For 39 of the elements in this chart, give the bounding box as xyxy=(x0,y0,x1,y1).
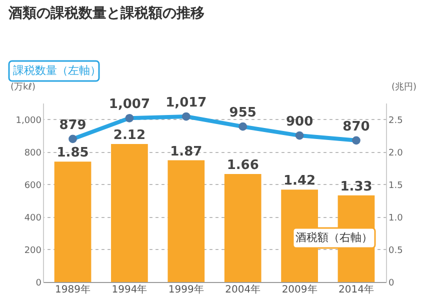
data-label: 900 xyxy=(286,114,314,130)
bar xyxy=(111,144,148,282)
y-tick-label: 400 xyxy=(24,213,42,224)
data-label: 1.33 xyxy=(340,179,372,194)
x-tick-label: 2004年 xyxy=(225,284,261,296)
y2-tick-label: 1.5 xyxy=(388,180,403,191)
data-label: 955 xyxy=(229,106,256,121)
x-tick-label: 1994年 xyxy=(112,284,148,296)
y2-tick-label: 2.5 xyxy=(388,116,403,126)
bar xyxy=(224,174,262,282)
y2-tick-label: 1.0 xyxy=(388,213,404,224)
x-tick-label: 1999年 xyxy=(168,284,204,296)
chart-title: 酒類の課税数量と課税額の推移 xyxy=(7,4,204,22)
y2-tick-label: 0 xyxy=(388,278,394,288)
y-axis-title: (万kℓ) xyxy=(10,82,36,92)
y2-tick-label: 0.5 xyxy=(388,246,403,256)
x-tick-label: 1989年 xyxy=(55,284,90,296)
y-tick-label: 600 xyxy=(24,180,42,191)
y2-tick-label: 2.0 xyxy=(388,148,404,158)
y-tick-label: 1,000 xyxy=(16,116,42,126)
data-label: 1,017 xyxy=(166,96,207,111)
data-label: 2.12 xyxy=(113,128,146,144)
data-label: 1.42 xyxy=(284,174,316,189)
y-tick-label: 0 xyxy=(36,278,42,288)
text: 課税数量（左軸） xyxy=(13,64,101,77)
y-tick-label: 800 xyxy=(24,148,42,158)
y-tick-label: 200 xyxy=(24,246,42,256)
data-label: 879 xyxy=(59,118,86,133)
x-tick-label: 2009年 xyxy=(282,284,318,296)
y2-axis-title: (兆円) xyxy=(391,82,416,92)
series-label: 酒税額（右軸） xyxy=(296,231,372,244)
bar xyxy=(54,162,92,282)
data-label: 1.85 xyxy=(56,146,89,161)
data-label: 870 xyxy=(342,119,370,134)
bar xyxy=(168,160,205,282)
data-label: 1,007 xyxy=(108,97,150,112)
data-label: 1.87 xyxy=(170,144,202,160)
x-tick-label: 2014年 xyxy=(338,284,374,296)
data-label: 1.66 xyxy=(226,158,259,173)
